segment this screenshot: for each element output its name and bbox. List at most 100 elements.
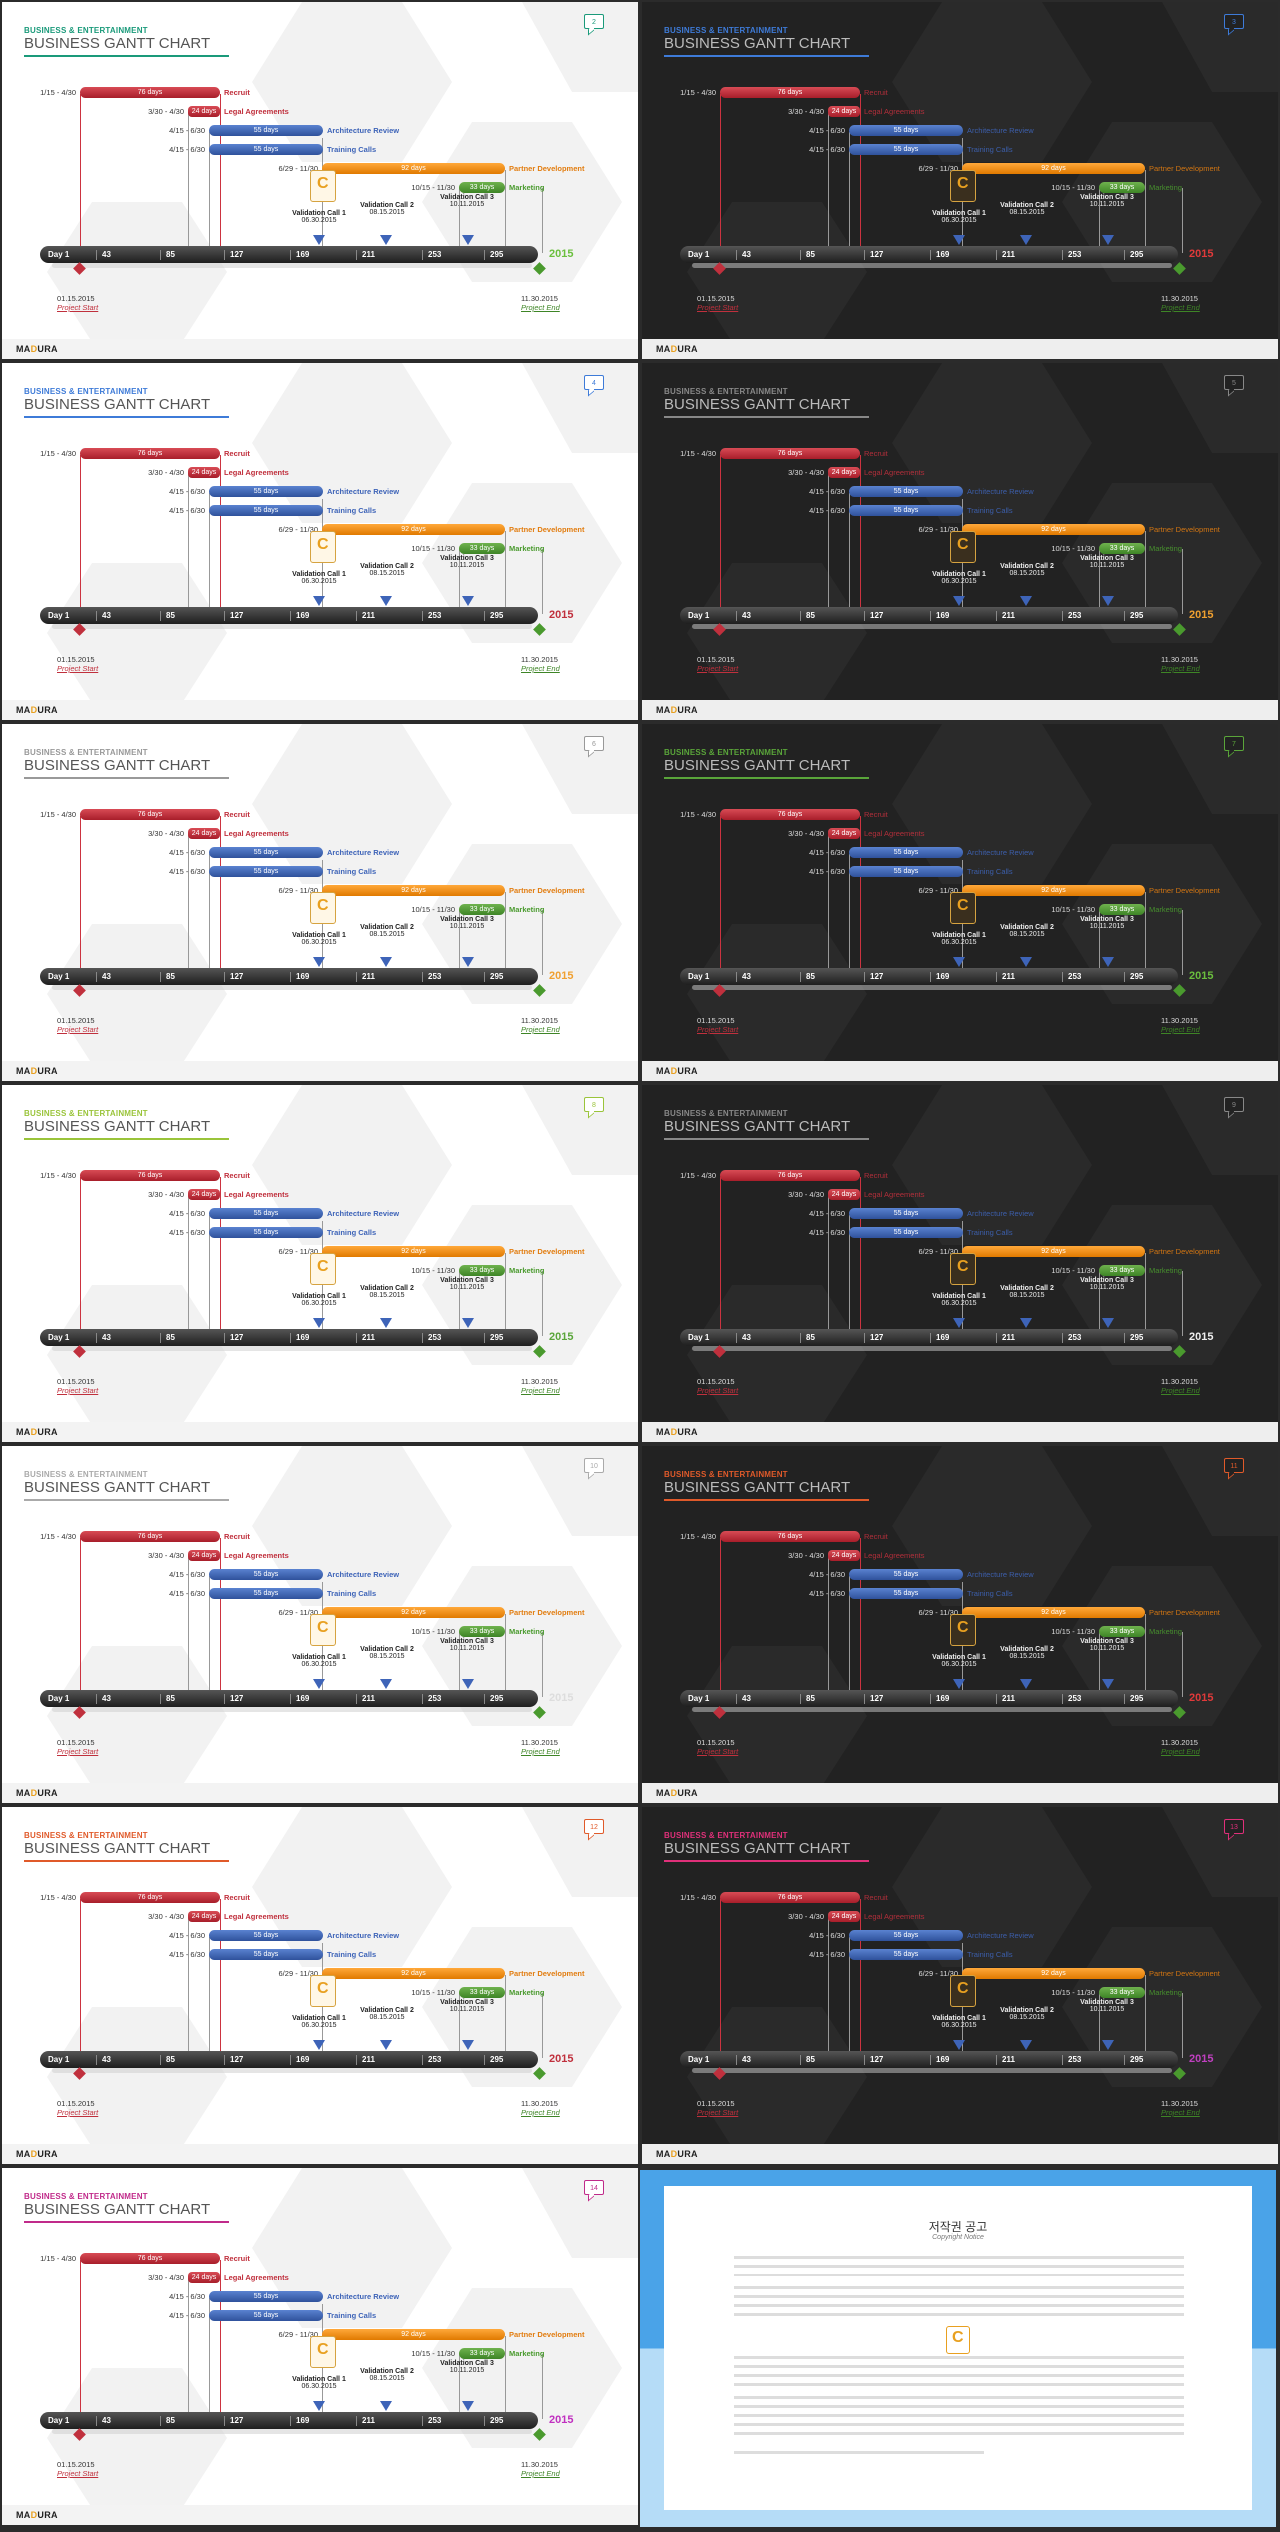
validation-marker-icon [380,2401,392,2411]
validation-call: Validation Call 3 10.11.2015 [432,1999,502,2013]
axis-tick-label: 85 [166,1333,175,1342]
axis-separator [224,2416,225,2426]
axis-tick-label: 127 [870,2055,884,2064]
year-label: 2015 [1189,248,1214,260]
brand-logo: MADURA [16,344,58,354]
task-dates: 10/15 - 11/30 [411,183,455,192]
axis-separator [800,2055,801,2065]
task-dates: 3/30 - 4/30 [148,1190,184,1199]
axis-separator [96,2416,97,2426]
validation-call: Validation Call 2 08.15.2015 [352,2368,422,2382]
guide-line [1145,1253,1146,1336]
slide-number-badge: 2 [584,14,604,29]
notice-paragraph [734,2356,1184,2386]
project-start: 01.15.2015 Project Start [697,655,738,673]
slide-footer: MADURA [642,2144,1278,2164]
task-bar: 92 days [322,885,505,896]
validation-name: Validation Call 3 [1080,1277,1134,1284]
task-dates: 10/15 - 11/30 [411,905,455,914]
task-bar: 55 days [209,1569,323,1580]
guide-line [828,474,829,614]
axis-tick-label: 43 [102,2055,111,2064]
axis-shadow [52,985,532,990]
task-name: Architecture Review [967,1931,1034,1940]
validation-marker-icon [380,1318,392,1328]
task-dates: 10/15 - 11/30 [1051,1988,1095,1997]
task-dates: 10/15 - 11/30 [1051,905,1095,914]
task-dates: 4/15 - 6/30 [809,1950,845,1959]
task-dates: 1/15 - 4/30 [680,88,716,97]
validation-date: 10.11.2015 [449,1284,485,1291]
task-name: Architecture Review [967,126,1034,135]
axis-separator [736,250,737,260]
task-dates: 1/15 - 4/30 [40,1532,76,1541]
guide-line [542,1632,543,1697]
axis-tick-label: 85 [806,250,815,259]
validation-name: Validation Call 2 [1000,1646,1054,1653]
task-dates: 3/30 - 4/30 [788,1912,824,1921]
guide-line [209,2298,210,2418]
axis-tick-label: 211 [362,2416,375,2425]
validation-date: 06.30.2015 [301,2383,337,2390]
guide-line [828,835,829,975]
validation-name: Validation Call 2 [360,924,414,931]
task-name: Marketing [1149,544,1182,553]
task-name: Marketing [509,1266,545,1275]
end-label: Project End [1161,1025,1200,1034]
milestone-line [720,1538,721,1698]
axis-tick-label: 43 [102,2416,111,2425]
validation-date: 10.11.2015 [449,201,485,208]
task-bar: 55 days [209,486,323,497]
year-label: 2015 [549,970,574,982]
guide-line [542,549,543,614]
start-date: 01.15.2015 [697,294,735,303]
slide-number-badge: 9 [1224,1097,1244,1112]
axis-separator [864,1694,865,1704]
axis-separator [356,2416,357,2426]
start-label: Project Start [57,1025,99,1034]
axis-tick-label: 211 [1002,2055,1015,2064]
axis-tick-label: 85 [166,1694,175,1703]
guide-line [188,835,189,975]
axis-tick-label: 253 [1068,250,1082,259]
task-bar: 55 days [209,1208,323,1219]
timeline-axis: Day 1 43 85 127 169 211 253 295 [40,2051,538,2068]
validation-call: Validation Call 1 06.30.2015 [924,1654,994,1668]
task-dates: 1/15 - 4/30 [680,1171,716,1180]
task-dates: 10/15 - 11/30 [1051,1627,1095,1636]
axis-separator [1062,972,1063,982]
gantt-slide: BUSINESS & ENTERTAINMENT BUSINESS GANTT C… [2,2168,638,2525]
axis-separator [422,1333,423,1343]
end-date: 11.30.2015 [1161,2099,1198,2108]
task-name: Legal Agreements [224,1551,289,1560]
axis-separator [1062,611,1063,621]
end-date: 11.30.2015 [1161,294,1198,303]
guide-line [1145,170,1146,253]
axis-separator [422,2055,423,2065]
validation-marker-icon [462,1318,474,1328]
task-bar: 55 days [849,1949,963,1960]
axis-separator [484,250,485,260]
task-name: Training Calls [967,1589,1013,1598]
validation-marker-icon [1102,957,1114,967]
axis-separator [484,972,485,982]
milestone-line [860,1538,861,1698]
timeline-axis: Day 1 43 85 127 169 211 253 295 [40,246,538,263]
validation-marker-icon [462,235,474,245]
axis-separator [736,1333,737,1343]
axis-separator [736,611,737,621]
axis-tick-label: 43 [742,611,751,620]
title-underline [664,416,869,418]
task-name: Recruit [864,810,888,819]
validation-marker-icon [313,596,325,606]
validation-name: Validation Call 2 [360,2007,414,2014]
axis-separator [290,1333,291,1343]
slide-category: BUSINESS & ENTERTAINMENT [664,1470,788,1479]
slide-number-badge: 3 [1224,14,1244,29]
validation-call: Validation Call 3 10.11.2015 [432,555,502,569]
axis-separator [1124,611,1125,621]
axis-separator [96,1694,97,1704]
axis-tick-label: 169 [296,2416,310,2425]
axis-separator [800,1333,801,1343]
task-bar: 55 days [209,125,323,136]
